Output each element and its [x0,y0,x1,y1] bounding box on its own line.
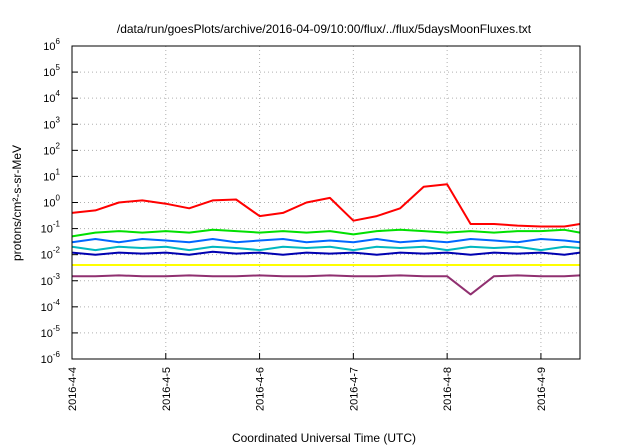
y-tick-label: 100 [43,194,60,210]
y-tick-label: 10-2 [41,246,61,262]
y-tick-label: 101 [43,167,60,183]
y-tick-label: 105 [43,63,60,79]
series-line-3 [71,238,581,244]
series-line-5 [71,250,581,256]
x-tick-label: 2016-4-8 [442,367,454,411]
y-tick-label: 102 [43,141,60,157]
series-group [71,183,581,296]
y-tick-label: 10-4 [41,298,61,314]
y-tick-label: 10-1 [41,220,61,236]
x-axis-label: Coordinated Universal Time (UTC) [232,431,416,445]
x-tick-label: 2016-4-7 [348,367,360,411]
y-axis-ticks: 10-6 10-5 10-4 10-3 10-2 10-1 100 101 102 103 104 1… [41,37,78,366]
chart-title: /data/run/goesPlots/archive/2016-04-09/1… [117,22,532,36]
grid [71,45,580,360]
y-tick-label: 10-5 [41,324,61,340]
y-axis-label: protons/cm²-s-sr-MeV [10,145,24,261]
x-tick-label: 2016-4-5 [161,367,173,411]
y-tick-label: 103 [43,115,60,131]
y-tick-label: 10-6 [41,350,61,366]
x-tick-label: 2016-4-4 [67,367,79,411]
y-tick-label: 10-3 [41,272,61,288]
series-line-7 [72,274,581,296]
y-tick-label: 106 [43,37,60,53]
y-tick-label: 104 [43,89,60,105]
series-line-1 [71,183,581,228]
series-line-4 [71,245,581,252]
series-line-2 [71,228,581,238]
x-tick-label: 2016-4-9 [536,367,548,411]
x-tick-label: 2016-4-6 [255,367,267,411]
x-axis-ticks: 2016-4-4 2016-4-5 2016-4-6 2016-4-7 2016-4-8… [67,353,548,411]
